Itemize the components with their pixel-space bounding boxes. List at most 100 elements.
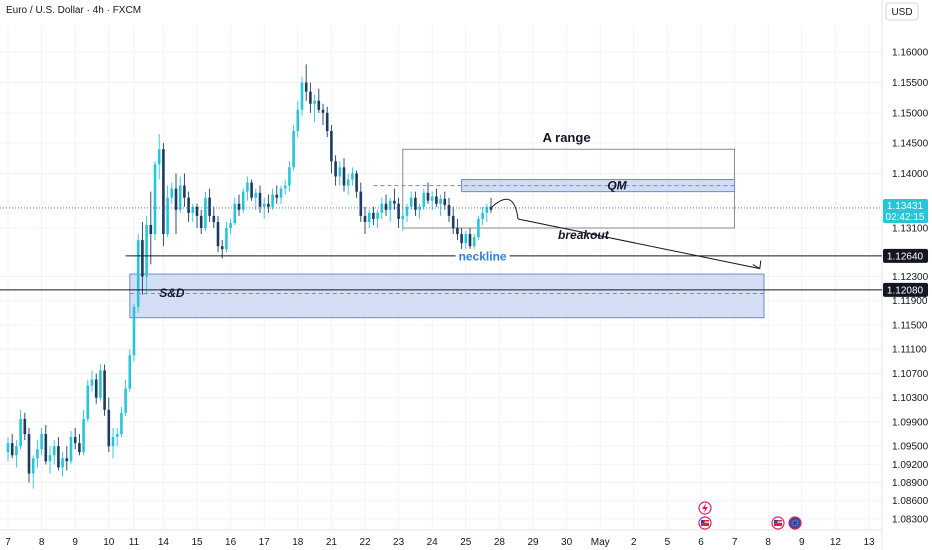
y-tick-label: 1.16000 [892,48,929,59]
candle [443,191,447,210]
sd-label: S&D [159,286,185,300]
candle [288,161,291,192]
candle [330,124,333,174]
candle [178,176,182,213]
candle [225,221,228,253]
candle-body [300,82,304,110]
level-price-badge [883,248,928,263]
candle [485,203,489,222]
candle-body [254,192,258,198]
candles [6,64,493,489]
y-tick-label: 1.15000 [892,108,929,119]
candle-body [103,370,106,410]
candle-body [267,203,270,207]
y-tick-label: 1.10300 [892,393,929,404]
candle-body [233,203,237,224]
y-tick-label: 1.15500 [892,78,929,89]
candle [388,197,392,222]
zones [129,148,765,319]
candle [296,100,300,138]
candle [250,179,253,201]
us-flag-icon-2-body [774,520,782,526]
x-tick-label: 8 [39,537,45,548]
candle-body [237,203,241,210]
candle-body [153,164,157,235]
candle [44,424,48,465]
x-tick-label: 12 [830,537,842,548]
candle [124,379,127,416]
candle-body [405,206,409,216]
x-tick-label: 9 [799,537,805,548]
candle-body [241,191,245,210]
candle-body [292,131,295,168]
candle [367,209,371,228]
candle [464,231,468,250]
candle-body [426,192,430,201]
candle-body [321,109,325,113]
neckline-label-bg [455,248,510,263]
candle-body [31,458,35,474]
candle [220,240,224,259]
candle-body [376,212,379,219]
candle-body [27,434,31,474]
candle [120,406,123,438]
x-tick-label: 6 [698,537,704,548]
candle [199,209,203,235]
currency-label: USD [891,7,912,18]
candle [300,76,304,116]
y-tick-label: 1.10700 [892,369,929,380]
candle [351,167,354,186]
candle [321,103,325,125]
candle [103,364,106,416]
candle-body [23,418,27,435]
candle-body [128,355,132,389]
candle [10,434,14,459]
candle [317,88,321,113]
candle-body [166,197,169,235]
candle-body [73,437,77,444]
candle-body [220,246,224,250]
candle [145,215,148,295]
candle [397,197,400,228]
candle-body [443,198,447,205]
lightning-icon-glyph [702,503,708,513]
candle-body [178,185,182,210]
candle-body [36,449,39,459]
candle-body [313,100,316,104]
candle [279,185,283,204]
x-tick-label: 22 [359,537,371,548]
candle [183,173,186,207]
candle [229,218,232,235]
candle [363,206,367,235]
us-flag-icon-2-stripe [774,521,782,523]
x-tick-label: 17 [259,537,271,548]
candle [94,373,98,404]
candle [136,234,140,313]
annotations: A range QM breakout neckline S&D [159,130,762,300]
candle-body [212,215,216,222]
y-tick-label: 1.08900 [892,478,929,489]
candle [460,228,463,253]
x-tick-label: 5 [665,537,671,548]
candle [48,446,52,474]
candle-body [6,443,10,453]
candle [477,215,480,241]
candle [237,194,241,216]
candle [258,185,262,213]
candle-body [351,173,354,180]
candle-body [195,206,199,216]
y-tick-label: 1.11500 [892,320,928,331]
x-tick-label: 10 [103,537,115,548]
candle [489,197,493,213]
eu-flag-icon [788,516,802,530]
candle-body [388,200,392,210]
y-tick-label: 1.09500 [892,442,929,453]
candle [170,182,174,204]
candle [254,188,258,210]
currency-button[interactable]: USD [885,2,919,21]
last-price-badge [883,198,928,223]
candle [418,203,421,219]
candle-body [82,418,85,453]
qm-label: QM [607,179,627,193]
